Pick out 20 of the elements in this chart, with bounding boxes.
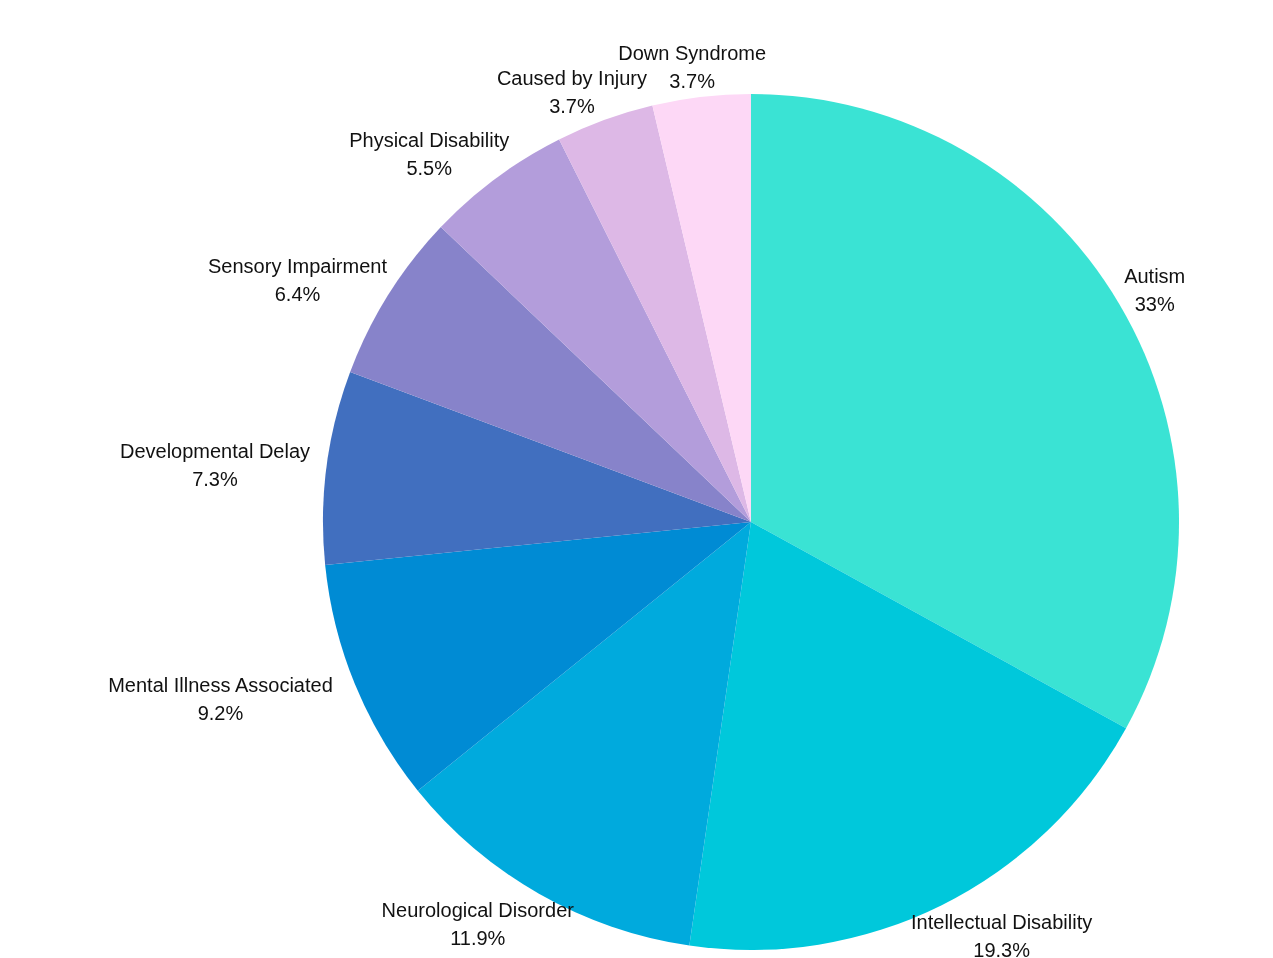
slice-label: Neurological Disorder	[381, 898, 575, 921]
data-label: 3.7%	[549, 94, 595, 117]
slice-label: Sensory Impairment	[208, 254, 388, 277]
slice-label: Mental Illness Associated	[108, 673, 333, 696]
slice-label: Physical Disability	[349, 129, 510, 152]
data-label: 19.3%	[973, 938, 1031, 958]
slice-label: Down Syndrome	[618, 42, 767, 65]
data-label: 11.9%	[450, 926, 506, 949]
slice-label: Developmental Delay	[119, 439, 311, 462]
pie-slice	[323, 371, 751, 565]
data-label: 7.3%	[192, 467, 238, 490]
slice-label: Autism	[1124, 264, 1186, 287]
data-label: 5.5%	[406, 157, 453, 180]
pie-slice	[652, 94, 751, 522]
slice-label: Caused by Injury	[496, 66, 647, 89]
data-label: 9.2%	[197, 701, 244, 724]
slice-label: Intellectual Disability	[911, 910, 1093, 933]
data-label: 3.7%	[669, 70, 716, 93]
data-label: 33%	[1134, 292, 1175, 315]
data-label: 6.4%	[274, 282, 321, 305]
